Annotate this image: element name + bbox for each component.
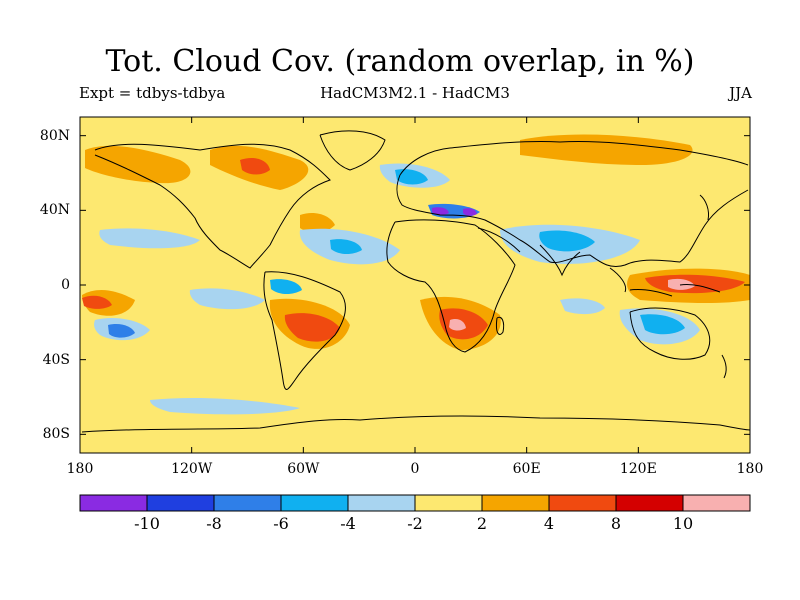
coastline — [609, 267, 721, 297]
lat-tick-label: 40S — [42, 351, 70, 368]
coastline — [386, 219, 516, 353]
coastline — [629, 307, 711, 360]
anomaly-patch — [330, 239, 362, 255]
colorbar-swatch — [414, 494, 483, 512]
anomaly-patch — [449, 318, 466, 331]
colorbar-swatch — [280, 494, 349, 512]
lon-tick-label: 60E — [512, 461, 541, 477]
lat-tick-label: 40N — [39, 202, 70, 219]
coastline — [94, 143, 331, 269]
coastline — [721, 354, 727, 379]
colorbar-label: -6 — [273, 514, 289, 533]
anomaly-patch — [82, 295, 112, 309]
comparison-label: HadCM3M2.1 - HadCM3 — [320, 84, 510, 102]
lon-tick-label: 120W — [171, 461, 213, 477]
colorbar-swatch — [79, 494, 148, 512]
colorbar-label: -2 — [407, 514, 423, 533]
anomaly-patch — [85, 145, 191, 184]
coastline — [396, 141, 749, 268]
colorbar-label: -10 — [134, 514, 160, 533]
plot-title: Tot. Cloud Cov. (random overlap, in %) — [105, 44, 695, 79]
anomaly-patch — [432, 207, 449, 215]
lon-tick-label: 60W — [287, 461, 320, 477]
colorbar-swatch — [213, 494, 282, 512]
colorbar-label: -4 — [340, 514, 356, 533]
colorbar — [79, 494, 751, 512]
colorbar-label: 8 — [610, 514, 622, 533]
anomaly-patch — [284, 313, 340, 342]
coastline — [81, 415, 750, 433]
season-label: JJA — [729, 84, 752, 102]
colorbar-label: -8 — [206, 514, 222, 533]
coastline — [477, 227, 581, 277]
lon-tick-label: 0 — [410, 461, 420, 477]
lat-tick-label: 0 — [61, 277, 70, 293]
coastline — [319, 130, 386, 171]
colorbar-swatch — [481, 494, 550, 512]
anomaly-patch — [560, 298, 605, 315]
colorbar-swatch — [615, 494, 684, 512]
coastline — [263, 271, 346, 390]
lon-tick-label: 180 — [736, 461, 764, 477]
colorbar-label: 4 — [543, 514, 555, 533]
experiment-label: Expt = tdbys-tdbya — [79, 84, 226, 102]
anomaly-patch — [108, 323, 135, 338]
coastline — [496, 316, 505, 335]
coastlines — [81, 130, 750, 433]
colorbar-swatch — [548, 494, 617, 512]
colorbar-label: 10 — [672, 514, 694, 533]
anomaly-patch — [395, 169, 428, 185]
anomaly-patch — [539, 230, 595, 252]
anomaly-patch — [150, 397, 300, 415]
anomaly-patch — [640, 314, 685, 335]
coastline — [699, 194, 709, 221]
lon-tick-label: 120E — [619, 461, 657, 477]
colorbar-swatch — [347, 494, 416, 512]
anomaly-patches — [82, 134, 750, 415]
anomaly-patch — [99, 228, 200, 249]
lon-tick-label: 180 — [66, 461, 94, 477]
anomaly-patch — [300, 213, 335, 233]
lat-tick-label: 80S — [42, 426, 70, 443]
anomaly-patch — [189, 288, 265, 310]
anomaly-patch — [240, 158, 270, 175]
colorbar-swatch — [682, 494, 751, 512]
lat-tick-label: 80N — [39, 127, 70, 144]
anomaly-patch — [270, 279, 302, 295]
map-ticks — [79, 117, 751, 453]
anomaly-patch — [463, 208, 477, 216]
anomaly-patch — [645, 274, 745, 294]
colorbar-label: 2 — [476, 514, 488, 533]
colorbar-swatch — [146, 494, 215, 512]
